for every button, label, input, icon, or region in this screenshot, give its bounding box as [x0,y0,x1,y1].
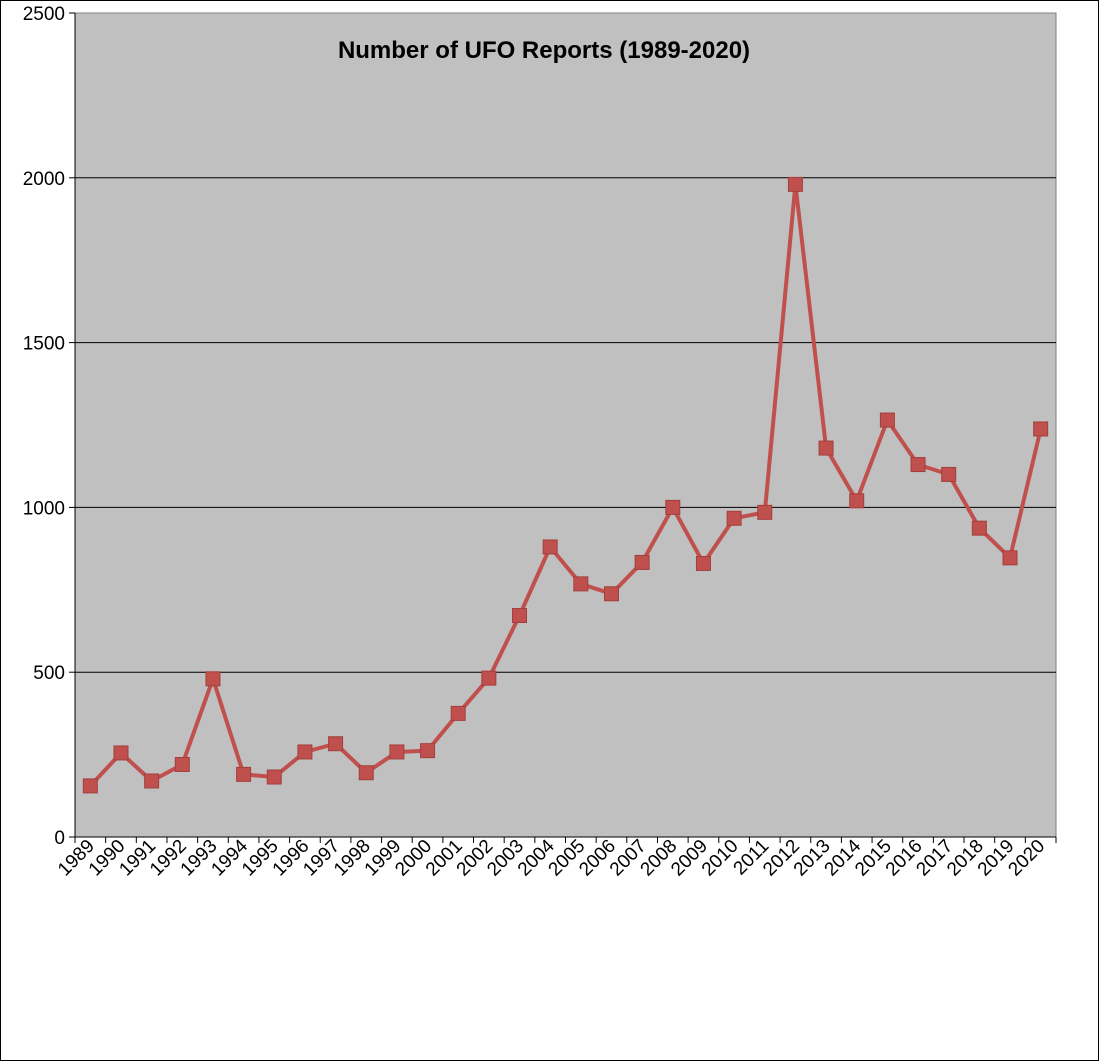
x-tick-label: 2020 [1004,836,1049,881]
data-point-2008 [665,499,681,515]
y-tick-label: 0 [54,828,65,849]
x-axis-tick-labels: 1989199019911992199319941995199619971998… [54,835,1049,880]
y-tick-label: 1000 [23,498,65,519]
data-point-2015 [879,412,895,428]
data-point-2020 [1033,421,1049,437]
data-point-2009 [695,555,711,571]
y-tick-label: 2000 [23,169,65,190]
y-tick-label: 1500 [23,334,65,355]
data-point-1997 [328,736,344,752]
data-point-2001 [450,705,466,721]
data-point-1989 [82,778,98,794]
data-point-1994 [236,766,252,782]
series-layer [82,176,1049,794]
data-point-1990 [113,745,129,761]
data-point-1995 [266,769,282,785]
gridlines [69,12,1056,838]
data-point-2017 [941,466,957,482]
data-point-2018 [971,520,987,536]
data-point-2013 [818,440,834,456]
data-point-2019 [1002,550,1018,566]
data-point-1992 [174,756,190,772]
data-point-2011 [757,504,773,520]
data-point-2014 [849,493,865,509]
data-point-1999 [389,744,405,760]
data-point-2003 [512,608,528,624]
data-point-2010 [726,510,742,526]
data-point-1998 [358,765,374,781]
data-point-2006 [603,586,619,602]
y-tick-label: 500 [33,663,65,684]
data-point-1993 [205,671,221,687]
data-point-2016 [910,457,926,473]
data-point-2004 [542,539,558,555]
chart-title: Number of UFO Reports (1989-2020) [338,37,750,64]
axes [74,13,1057,843]
data-point-2000 [420,743,436,759]
data-point-2002 [481,670,497,686]
data-point-1996 [297,744,313,760]
data-point-2007 [634,554,650,570]
data-point-1991 [144,773,160,789]
y-tick-label: 2500 [23,4,65,25]
data-point-2005 [573,576,589,592]
y-axis-tick-labels: 0 500 1000 1500 2000 2500 [23,4,65,849]
data-point-2012 [787,176,803,192]
